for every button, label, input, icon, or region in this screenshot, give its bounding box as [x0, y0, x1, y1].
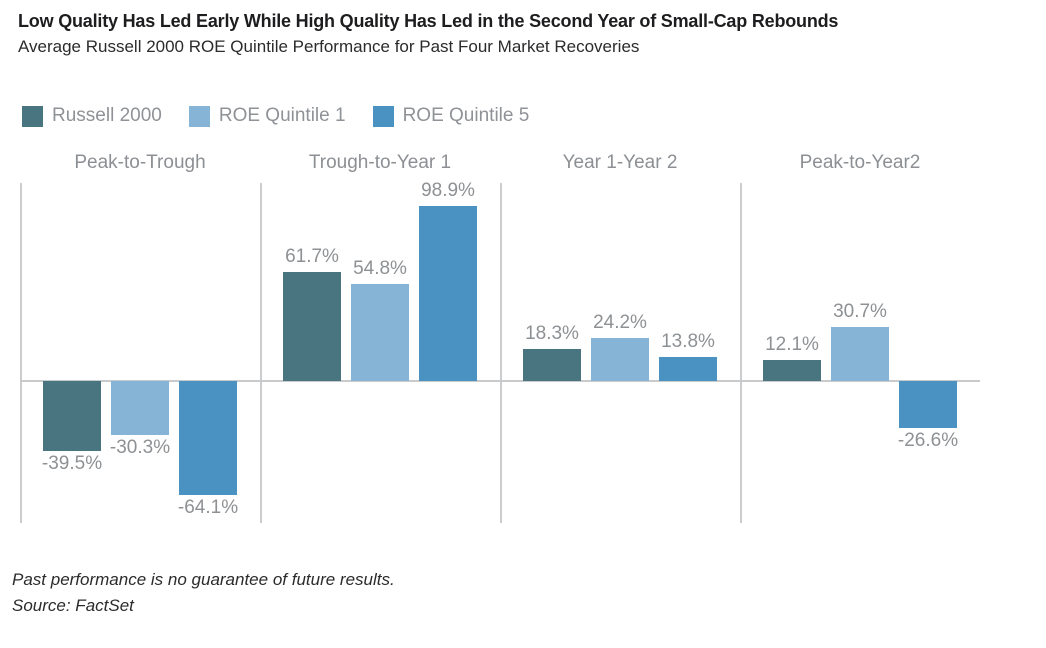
- disclaimer-text: Past performance is no guarantee of futu…: [12, 570, 395, 589]
- bar: [419, 206, 477, 382]
- bar: [523, 348, 581, 382]
- bar-value-label: 54.8%: [353, 258, 407, 280]
- bar-value-label: -64.1%: [177, 496, 239, 518]
- legend-label: Russell 2000: [52, 105, 162, 126]
- bar-value-label: -30.3%: [109, 436, 171, 458]
- category-labels: Peak-to-Trough Trough-to-Year 1 Year 1-Yea…: [20, 152, 980, 174]
- legend: Russell 2000 ROE Quintile 1 ROE Quintile 5: [22, 104, 1046, 128]
- bar: [659, 356, 717, 382]
- bar: [111, 381, 169, 435]
- bar: [283, 272, 341, 382]
- legend-label: ROE Quintile 1: [218, 105, 346, 126]
- legend-swatch-icon: [372, 105, 394, 127]
- group-separator-line: [260, 183, 262, 523]
- legend-item: ROE Quintile 5: [372, 105, 530, 127]
- zero-axis-line: [20, 380, 980, 383]
- source-text: Source: FactSet: [12, 596, 134, 615]
- category-label: Peak-to-Year2: [799, 152, 921, 173]
- bar: [179, 381, 237, 495]
- bar-value-label: 61.7%: [285, 246, 339, 268]
- category-label: Peak-to-Trough: [74, 152, 206, 173]
- bar-value-label: 13.8%: [661, 330, 715, 352]
- legend-swatch-icon: [188, 105, 210, 127]
- legend-swatch-icon: [22, 105, 43, 127]
- legend-item: ROE Quintile 1: [188, 105, 346, 127]
- group-separator-line: [740, 183, 742, 523]
- bar-value-label: -39.5%: [41, 453, 103, 475]
- category-label: Trough-to-Year 1: [308, 152, 452, 173]
- bar: [591, 338, 649, 382]
- legend-item: Russell 2000: [22, 105, 162, 127]
- chart-title: Low Quality Has Led Early While High Qua…: [18, 11, 839, 31]
- bar-value-label: -26.6%: [897, 430, 959, 452]
- bar: [351, 284, 409, 382]
- footer: Past performance is no guarantee of futu…: [12, 567, 1046, 619]
- chart-page: Low Quality Has Led Early While High Qua…: [0, 10, 1046, 648]
- bar: [831, 326, 889, 382]
- bar-value-label: 30.7%: [833, 300, 887, 322]
- bar-value-label: 18.3%: [525, 322, 579, 344]
- bar: [43, 381, 101, 452]
- legend-label: ROE Quintile 5: [402, 105, 530, 126]
- bar-value-label: 24.2%: [593, 312, 647, 334]
- bar-chart: Peak-to-Trough Trough-to-Year 1 Year 1-Yea…: [20, 152, 980, 523]
- bar: [763, 359, 821, 382]
- bar: [899, 381, 957, 429]
- chart-subtitle: Average Russell 2000 ROE Quintile Perfor…: [18, 37, 640, 56]
- bar-value-label: 98.9%: [421, 180, 475, 202]
- group-separator-line: [20, 183, 22, 523]
- category-label: Year 1-Year 2: [562, 152, 678, 173]
- bar-value-label: 12.1%: [765, 333, 819, 355]
- plot-area: -39.5% -30.3% -64.1% 61.7% 54.8% 98.9% 18.3% 24…: [20, 180, 980, 523]
- group-separator-line: [500, 183, 502, 523]
